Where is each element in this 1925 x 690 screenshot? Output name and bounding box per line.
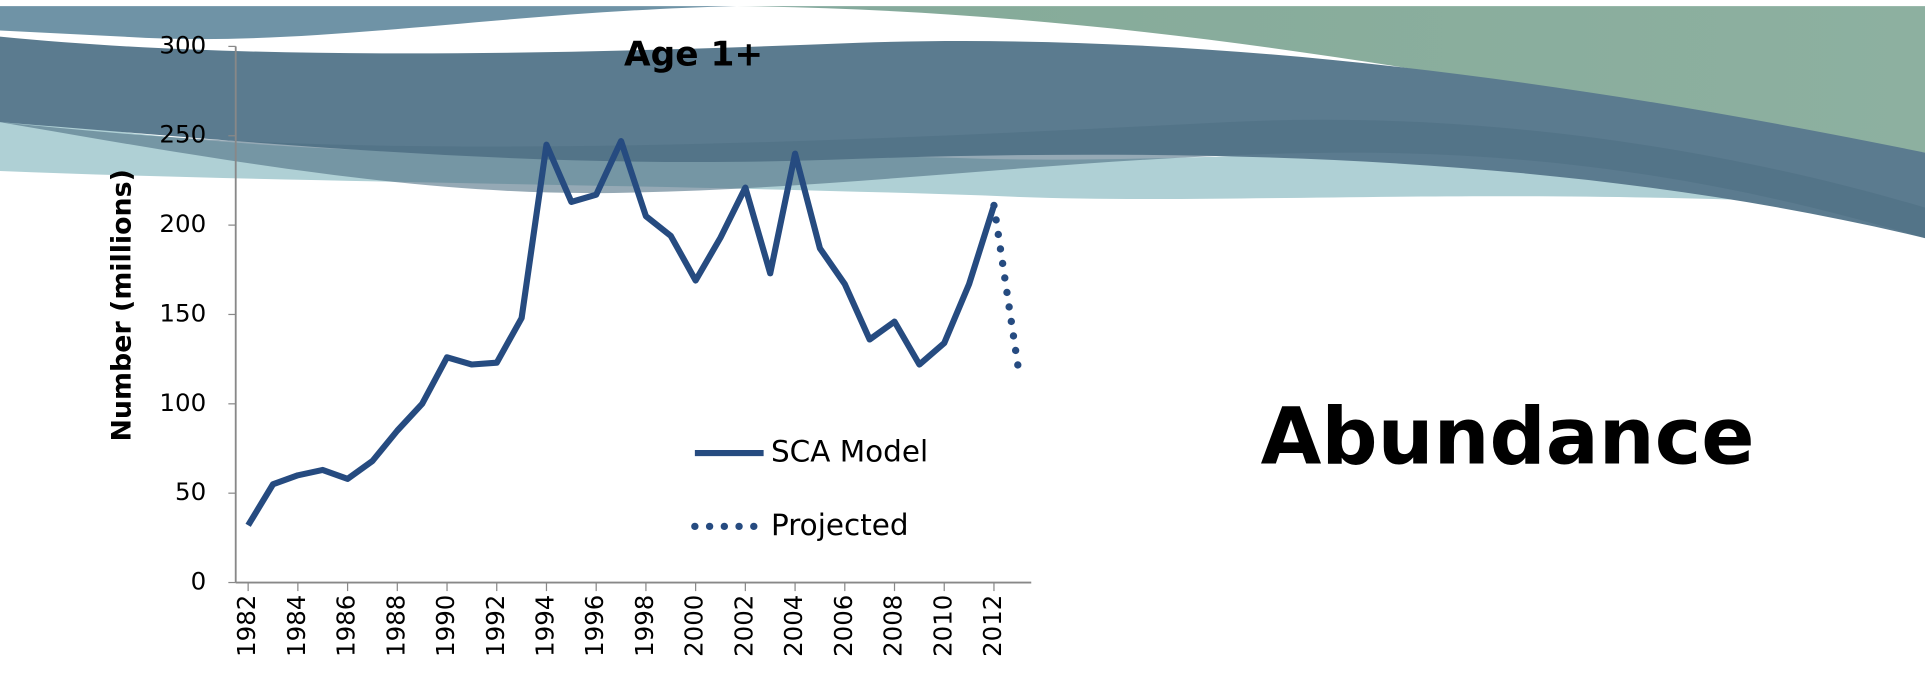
x-tick-label: 2012	[978, 595, 1007, 657]
chart-title: Age 1+	[624, 35, 763, 75]
series-line	[990, 201, 1023, 376]
slide-title: Abundance	[1261, 392, 1755, 483]
legend-label: SCA Model	[771, 435, 928, 469]
x-tick-label: 2002	[729, 595, 758, 657]
x-tick-label: 2006	[829, 595, 858, 657]
x-tick-label: 1986	[332, 595, 361, 657]
y-tick-label: 200	[159, 209, 206, 238]
series-line	[245, 138, 997, 527]
background-waves	[0, 6, 1925, 239]
x-tick-label: 1994	[530, 595, 559, 657]
x-tick-label: 1996	[580, 595, 609, 657]
wave-top-left	[0, 6, 737, 40]
x-tick-label: 1990	[431, 595, 460, 657]
wave-green	[0, 6, 1925, 153]
y-tick-label: 0	[191, 567, 207, 596]
x-tick-label: 2004	[779, 595, 808, 657]
y-tick-label: 150	[159, 299, 206, 328]
x-tick-label: 1992	[481, 595, 510, 657]
x-tick-label: 1988	[381, 595, 410, 657]
y-tick-label: 100	[159, 388, 206, 417]
x-tick-label: 2000	[680, 595, 709, 657]
y-tick-label: 300	[159, 30, 206, 59]
y-tick-label: 250	[159, 120, 206, 149]
x-tick-label: 1982	[232, 595, 261, 657]
wave-shade	[0, 119, 1925, 239]
x-tick-label: 2010	[928, 595, 957, 657]
y-axis-label: Number (millions)	[106, 169, 137, 441]
legend-label: Projected	[771, 508, 909, 542]
x-tick-label: 1998	[630, 595, 659, 657]
x-tick-label: 2008	[878, 595, 907, 657]
y-tick-label: 50	[175, 477, 206, 506]
x-tick-label: 1984	[282, 595, 311, 657]
